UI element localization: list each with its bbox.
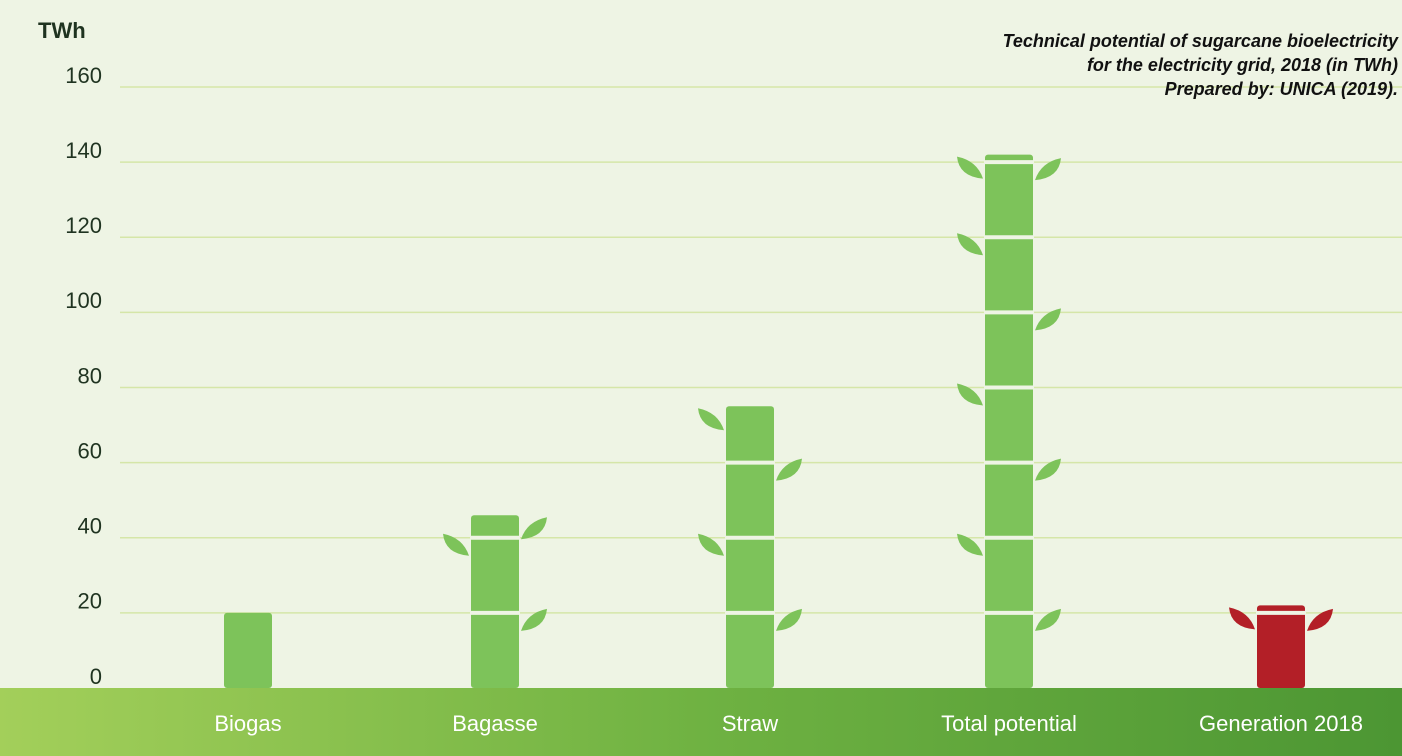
chart-title: Technical potential of sugarcane bioelec… [1003,31,1399,51]
chart-title: for the electricity grid, 2018 (in TWh) [1087,55,1398,75]
bar [1257,605,1305,688]
x-tick-label: Biogas [214,711,281,736]
bar [726,406,774,688]
segment-joint [984,235,1034,239]
segment-joint [984,536,1034,540]
y-tick-label: 0 [90,664,102,689]
y-axis-label: TWh [38,18,86,43]
y-tick-label: 40 [78,514,102,539]
y-tick-label: 100 [65,288,102,313]
segment-joint [1256,611,1306,615]
segment-joint [725,536,775,540]
segment-joint [725,611,775,615]
x-tick-label: Generation 2018 [1199,711,1363,736]
bar [471,515,519,688]
y-tick-label: 60 [78,438,102,463]
x-tick-label: Total potential [941,711,1077,736]
bar [224,613,272,688]
segment-joint [984,386,1034,390]
chart: TWh Technical potential of sugarcane bio… [0,0,1402,756]
segment-joint [470,611,520,615]
segment-joint [725,461,775,465]
source: Prepared by: UNICA (2019). [1165,79,1398,99]
y-tick-label: 140 [65,138,102,163]
segment-joint [984,461,1034,465]
y-tick-label: 20 [78,589,102,614]
x-tick-label: Straw [722,711,778,736]
background [0,0,1402,756]
y-tick-label: 160 [65,63,102,88]
segment-joint [984,310,1034,314]
y-tick-label: 80 [78,363,102,388]
ground-band [0,688,1402,756]
segment-joint [984,160,1034,164]
x-tick-label: Bagasse [452,711,538,736]
segment-joint [470,536,520,540]
y-tick-label: 120 [65,213,102,238]
bar [985,155,1033,688]
segment-joint [984,611,1034,615]
